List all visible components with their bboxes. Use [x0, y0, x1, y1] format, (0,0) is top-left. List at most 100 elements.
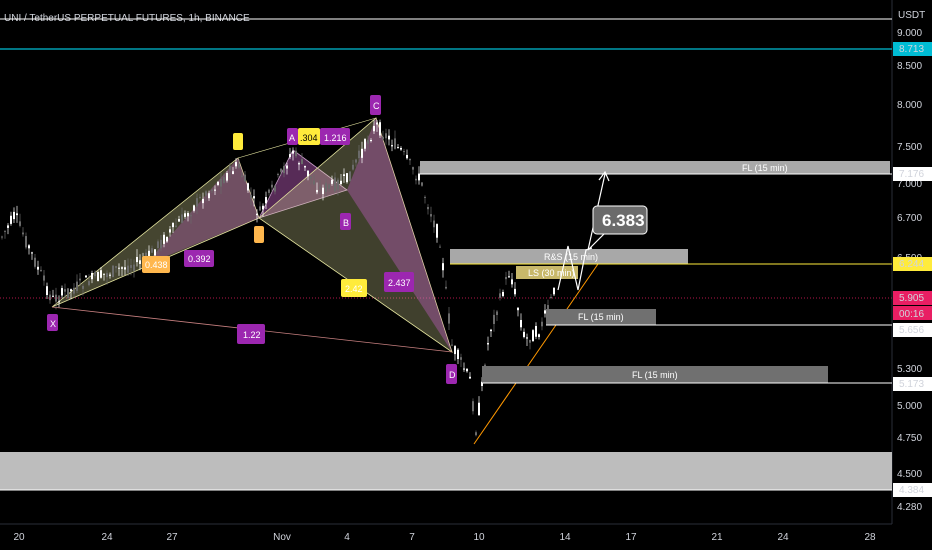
candle-body [238, 163, 240, 168]
candle-body [247, 183, 249, 191]
candle-body [358, 150, 360, 159]
candle-body [343, 174, 345, 176]
candle-body [490, 329, 492, 332]
candle-body [151, 248, 153, 253]
candle-body [34, 257, 36, 267]
price-level-tag-label: 4.384 [899, 485, 924, 496]
candle-body [118, 267, 120, 269]
candle-body [448, 313, 450, 324]
candle-body [406, 154, 408, 159]
candle-body [262, 205, 264, 210]
candle-body [244, 174, 246, 182]
candle-body [397, 147, 399, 149]
candle-body [427, 206, 429, 210]
candle-body [328, 184, 330, 189]
candle-body [223, 177, 225, 183]
candle-body [241, 175, 243, 177]
time-tick-label: 7 [409, 532, 415, 543]
candle-body [502, 291, 504, 297]
candle-body [430, 214, 432, 217]
time-tick-label: 28 [864, 532, 876, 543]
price-level-tag-label: 6.244 [899, 259, 924, 270]
time-axis[interactable]: 20 24 27 Nov 4 7 10 14 17 21 24 28 [13, 532, 876, 543]
candle-body [442, 263, 444, 271]
candle-body [409, 158, 411, 161]
candle-body [325, 183, 327, 192]
candle-body [208, 193, 210, 199]
countdown-label: 00:16 [899, 309, 924, 320]
candle-body [166, 236, 168, 242]
candle-body [277, 173, 279, 175]
price-level-tag [893, 42, 932, 56]
time-tick-label: Nov [273, 532, 291, 543]
candle-body [220, 178, 222, 187]
candle-body [154, 249, 156, 256]
candle-body [181, 214, 183, 223]
candle-body [10, 215, 12, 224]
candle-body [478, 402, 480, 416]
candle-body [235, 162, 237, 167]
candle-body [106, 273, 108, 278]
candle-body [391, 145, 393, 147]
candle-body [184, 213, 186, 217]
price-tick-label: 5.000 [897, 401, 922, 412]
candle-body [352, 164, 354, 170]
candle-body [121, 267, 123, 269]
pattern-bcd-triangle [258, 117, 453, 354]
candle-body [394, 138, 396, 149]
candle-body [385, 133, 387, 139]
candle-body [316, 189, 318, 193]
rising-trendline [473, 263, 599, 445]
candle-body [46, 286, 48, 296]
ratio-label-0438: 0.438 [145, 260, 168, 270]
candle-body [481, 381, 483, 387]
price-level-tag [893, 483, 932, 497]
candle-body [199, 196, 201, 198]
projection-arrow-2 [587, 233, 605, 251]
pattern-abc-triangle [258, 149, 348, 219]
candle-body [292, 151, 294, 154]
price-level-tag [893, 291, 932, 305]
candle-body [253, 196, 255, 199]
price-level-tag-label: 5.656 [899, 325, 924, 336]
candle-body [70, 289, 72, 292]
candle-body [439, 246, 441, 248]
candle-body [424, 196, 426, 198]
point-label-c: C [373, 101, 380, 111]
candle-body [4, 230, 6, 232]
point-label-d: D [449, 370, 456, 380]
point-label-b: B [343, 218, 349, 228]
candle-body [190, 215, 192, 217]
zone-fl-low [482, 366, 828, 383]
pattern-cd-triangle [347, 118, 452, 352]
time-tick-label: 17 [625, 532, 637, 543]
candle-body [520, 319, 522, 328]
candle-body [472, 401, 474, 412]
zone-fl-mid [546, 309, 656, 325]
candle-body [7, 225, 9, 228]
candle-body [91, 273, 93, 280]
price-level-tag-label: 8.713 [899, 44, 924, 55]
candle-body [523, 331, 525, 338]
candle-body [73, 287, 75, 294]
point-label-x: X [50, 319, 56, 329]
price-level-tag-label: 7.176 [899, 169, 924, 180]
candle-body [16, 213, 18, 216]
candles [1, 119, 555, 437]
candle-body [400, 148, 402, 150]
candle-body [172, 222, 174, 228]
time-tick-label: 20 [13, 532, 25, 543]
candle-body [331, 179, 333, 184]
candle-body [133, 264, 135, 271]
candle-body [22, 232, 24, 235]
candle-body [283, 166, 285, 174]
candle-body [205, 191, 207, 196]
candle-body [421, 182, 423, 186]
ratio-label-1216: 1.216 [324, 133, 347, 143]
ratio-label-0304: .304 [300, 133, 318, 143]
candle-body [61, 288, 63, 296]
candle-body [49, 294, 51, 301]
candle-body [130, 265, 132, 268]
candle-body [337, 179, 339, 190]
